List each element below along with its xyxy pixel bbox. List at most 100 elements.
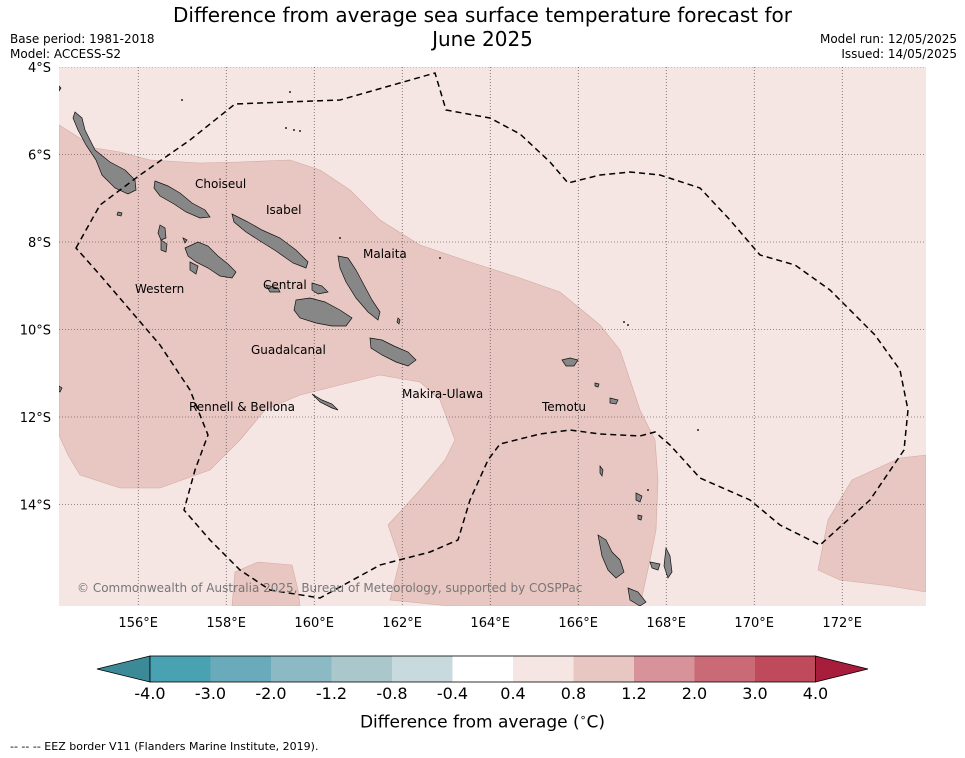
base-period: Base period: 1981-2018	[10, 32, 155, 46]
colorbar-title: Difference from average (∘C)	[359, 711, 606, 733]
colorbar-segment	[573, 656, 634, 682]
lon-tick-label: 164°E	[470, 616, 510, 631]
colorbar-tick-label: -4.0	[134, 684, 165, 703]
island-malaita	[337, 255, 381, 321]
island-espiritu-santo	[597, 534, 625, 579]
island-ambae	[635, 492, 643, 503]
lon-tick-label: 156°E	[118, 616, 158, 631]
label-western: Western	[135, 282, 184, 296]
island-maewo	[649, 561, 661, 571]
run-info: Model run: 12/05/2025 Issued: 14/05/2025	[820, 32, 957, 62]
anomaly-region-south	[231, 561, 301, 606]
colorbar-extend-low	[96, 655, 151, 683]
colorbar-segment	[392, 656, 453, 682]
lon-tick-labels: 156°E 158°E 160°E 162°E 164°E 166°E 168°E 170°E…	[118, 616, 862, 631]
island-makira	[369, 337, 417, 367]
lon-tick-label: 162°E	[382, 616, 422, 631]
title-line-2: June 2025	[432, 27, 533, 51]
island-choiseul	[153, 180, 211, 219]
islet	[647, 489, 649, 491]
colorbar-tick-label: 1.2	[621, 684, 646, 703]
island-bougainville	[72, 111, 137, 195]
island-small-4	[594, 382, 600, 388]
lon-tick-label: 170°E	[734, 616, 774, 631]
colorbar-tick-label: -1.2	[316, 684, 347, 703]
anomaly-region-main	[59, 124, 659, 606]
label-central: Central	[263, 278, 307, 292]
label-isabel: Isabel	[266, 203, 301, 217]
model-name: Model: ACCESS-S2	[10, 47, 122, 61]
copyright-notice: © Commonwealth of Australia 2025, Bureau…	[77, 581, 582, 595]
colorbar-segment	[513, 656, 574, 682]
colorbar-segment	[331, 656, 392, 682]
island-pentecost	[663, 546, 673, 579]
islet	[439, 257, 441, 259]
island-small-6	[637, 514, 643, 521]
anomaly-region-southeast	[817, 454, 926, 593]
islet	[299, 130, 301, 132]
colorbar-tick-label: -0.8	[376, 684, 407, 703]
island-new-georgia	[184, 241, 237, 279]
island-rendova	[189, 261, 199, 275]
model-info: Base period: 1981-2018 Model: ACCESS-S2	[10, 32, 155, 62]
island-small-7	[59, 385, 63, 393]
islands	[59, 85, 673, 606]
island-small-1	[116, 211, 123, 217]
island-santa-cruz	[561, 357, 579, 367]
island-kolombangara	[160, 239, 168, 253]
colorbar-segment	[271, 656, 332, 682]
colorbar-tick-label: 0.8	[561, 684, 586, 703]
islet	[627, 324, 629, 326]
colorbar-segment	[452, 656, 513, 682]
province-labels: Choiseul Isabel Malaita Western Central …	[135, 177, 586, 414]
colorbar-tick-label: 0.4	[500, 684, 525, 703]
island-small-2	[182, 237, 188, 244]
lon-tick-label: 166°E	[558, 616, 598, 631]
island-isabel	[231, 213, 309, 269]
islet	[293, 129, 295, 131]
island-small-8	[59, 85, 62, 92]
islet	[181, 99, 183, 101]
colorbar-frame	[149, 655, 816, 683]
chart-title: Difference from average sea surface temp…	[0, 3, 965, 51]
map-grid	[59, 67, 926, 606]
island-vella-lavella	[157, 224, 167, 241]
label-choiseul: Choiseul	[195, 177, 246, 191]
island-small-5	[599, 464, 604, 477]
lon-tick-label: 172°E	[822, 616, 862, 631]
issued-date: Issued: 14/05/2025	[841, 47, 957, 61]
island-vanikoro	[609, 397, 619, 405]
colorbar-segment	[694, 656, 755, 682]
island-small-3	[396, 317, 401, 325]
label-temotu: Temotu	[541, 400, 586, 414]
lat-tick-label: 10°S	[20, 324, 51, 339]
lon-tick-label: 158°E	[206, 616, 246, 631]
lon-tick-label: 160°E	[294, 616, 334, 631]
colorbar-segment	[634, 656, 695, 682]
island-malekula	[627, 587, 647, 606]
lon-tick-label: 168°E	[646, 616, 686, 631]
islets	[181, 91, 699, 491]
island-russell	[265, 284, 281, 293]
lat-tick-label: 6°S	[28, 149, 51, 164]
colorbar-tick-label: 2.0	[682, 684, 707, 703]
label-rennell-bellona: Rennell & Bellona	[189, 400, 295, 414]
islet	[623, 321, 625, 323]
eez-legend-note: -- -- -- EEZ border V11 (Flanders Marine…	[10, 740, 319, 753]
colorbar-tick-label: -2.0	[255, 684, 286, 703]
lat-tick-labels: 4°S 6°S 8°S 10°S 12°S 14°S	[20, 61, 51, 514]
colorbar-extend-high	[815, 655, 869, 683]
colorbar-segment	[210, 656, 271, 682]
colorbar-tick-label: 4.0	[803, 684, 828, 703]
model-run: Model run: 12/05/2025	[819, 32, 957, 46]
island-florida	[311, 282, 329, 295]
island-guadalcanal	[293, 297, 353, 327]
islet	[697, 429, 699, 431]
island-rennell	[311, 393, 339, 411]
map-area: Choiseul Isabel Malaita Western Central …	[59, 67, 926, 606]
colorbar-tick-label: -3.0	[195, 684, 226, 703]
lat-tick-label: 14°S	[20, 499, 51, 514]
colorbar-tick-label: 3.0	[742, 684, 767, 703]
lat-tick-label: 4°S	[28, 61, 51, 76]
